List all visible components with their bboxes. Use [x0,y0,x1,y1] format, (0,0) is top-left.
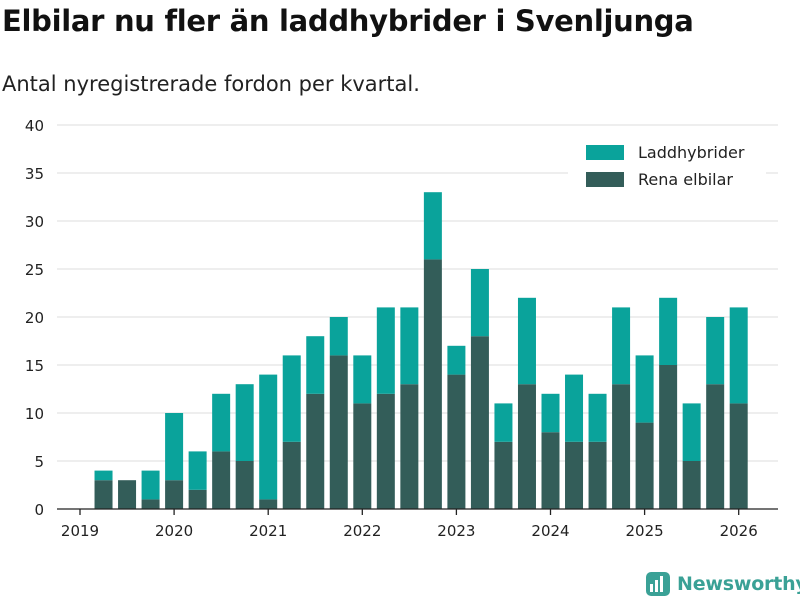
bar-rena-elbilar [447,374,466,509]
y-tick-label: 15 [25,357,44,375]
bar-laddhybrider [635,355,654,423]
x-tick-label: 2023 [437,522,475,540]
bar-rena-elbilar [565,441,584,509]
chart-title: Elbilar nu fler än laddhybrider i Svenlj… [2,4,694,38]
bar-rena-elbilar [494,441,513,509]
x-tick-label: 2022 [343,522,381,540]
chart-subtitle: Antal nyregistrerade fordon per kvartal. [2,72,420,96]
newsworthy-icon [646,572,670,596]
bar-laddhybrider [706,317,725,385]
bar-laddhybrider [517,297,536,385]
bar-laddhybrider [612,307,631,385]
bar-rena-elbilar [612,384,631,509]
legend-swatch [586,172,624,187]
legend-label: Laddhybrider [638,143,745,162]
bar-laddhybrider [259,374,278,500]
bar-rena-elbilar [141,499,160,509]
bar-rena-elbilar [376,393,395,509]
bar-laddhybrider [188,451,207,490]
x-tick-label: 2026 [720,522,758,540]
bar-laddhybrider [470,269,489,337]
x-tick-label: 2025 [626,522,664,540]
y-axis-labels: 0 5 10 15 20 25 30 35 40 [25,117,44,519]
bar-rena-elbilar [118,480,137,509]
bar-laddhybrider [329,317,348,356]
x-tick-label: 2020 [155,522,193,540]
bar-rena-elbilar [729,403,748,509]
bar-laddhybrider [353,355,372,404]
bar-laddhybrider [659,297,678,365]
y-tick-label: 20 [25,309,44,327]
bar-laddhybrider [682,403,701,461]
bar-laddhybrider [494,403,513,442]
bar-rena-elbilar [329,355,348,509]
bar-rena-elbilar [282,441,301,509]
bar-laddhybrider [94,470,113,481]
bars [94,192,748,509]
bar-laddhybrider [165,413,184,481]
y-tick-label: 0 [34,501,44,519]
x-tick-label: 2024 [531,522,569,540]
y-tick-label: 5 [34,453,44,471]
bar-rena-elbilar [541,432,560,509]
bar-rena-elbilar [306,393,325,509]
bar-laddhybrider [306,336,325,394]
bar-rena-elbilar [353,403,372,509]
x-axis: 2019 2020 2021 2022 2023 2024 2025 2026 [57,508,778,540]
bar-laddhybrider [447,345,466,375]
bar-laddhybrider [400,307,419,385]
bar-rena-elbilar [400,384,419,509]
bar-laddhybrider [541,393,560,433]
bar-laddhybrider [235,384,254,461]
brand-logo: Newsworthy [645,568,800,600]
bar-laddhybrider [729,307,748,404]
legend-label: Rena elbilar [638,170,733,189]
bar-rena-elbilar [165,480,184,509]
bar-laddhybrider [282,355,301,442]
y-tick-label: 25 [25,261,44,279]
legend: Laddhybrider Rena elbilar [568,138,766,202]
y-tick-label: 30 [25,213,44,231]
bar-laddhybrider [565,374,584,442]
y-tick-label: 10 [25,405,44,423]
x-tick-label: 2019 [61,522,99,540]
bar-laddhybrider [141,470,160,500]
bar-rena-elbilar [588,441,607,509]
bar-laddhybrider [588,393,607,442]
bar-rena-elbilar [470,336,489,509]
bar-rena-elbilar [423,259,442,509]
bar-rena-elbilar [682,461,701,509]
bar-rena-elbilar [259,499,278,509]
legend-swatch [586,145,624,160]
bar-laddhybrider [376,307,395,394]
bar-rena-elbilar [659,365,678,509]
bar-rena-elbilar [706,384,725,509]
bar-rena-elbilar [94,480,113,509]
y-tick-label: 35 [25,165,44,183]
brand-name: Newsworthy [677,573,800,595]
bar-rena-elbilar [235,461,254,509]
bar-laddhybrider [212,393,231,452]
x-tick-label: 2021 [249,522,287,540]
y-tick-label: 40 [25,117,44,135]
bar-rena-elbilar [212,451,231,509]
bar-rena-elbilar [517,384,536,509]
bar-rena-elbilar [635,422,654,509]
bar-rena-elbilar [188,489,207,509]
bar-laddhybrider [423,192,442,260]
